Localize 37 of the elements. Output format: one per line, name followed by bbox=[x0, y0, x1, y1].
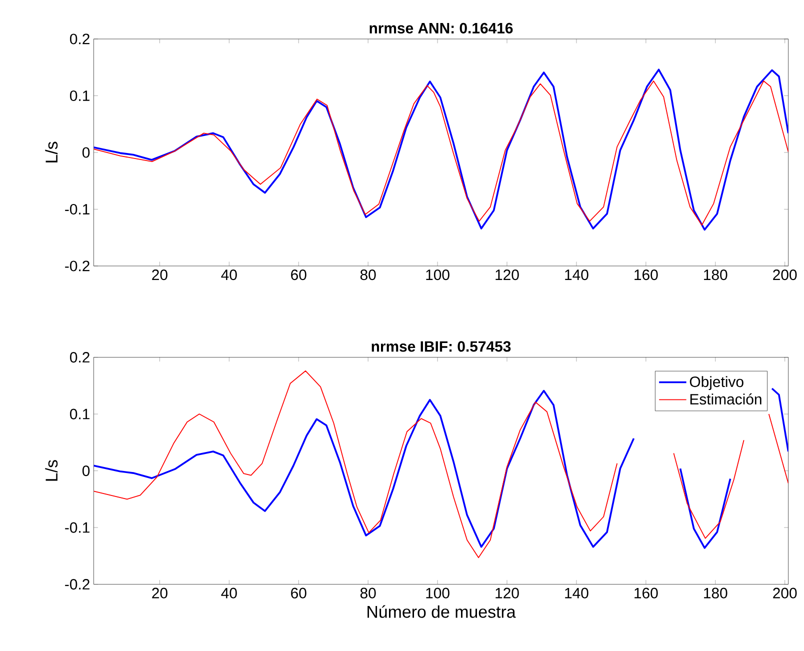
x-tick-label: 40 bbox=[221, 270, 237, 280]
y-tick-label: -0.1 bbox=[65, 204, 90, 215]
x-tick-label: 120 bbox=[496, 270, 519, 280]
y-tick-label: -0.1 bbox=[65, 522, 90, 533]
y-tick-label: 0 bbox=[82, 147, 90, 158]
chart-title: nrmse ANN: 0.16416 bbox=[370, 22, 513, 34]
x-tick-label: 60 bbox=[291, 270, 306, 280]
chart-title: nrmse IBIF: 0.57453 bbox=[372, 341, 511, 352]
y-axis-title: L/s bbox=[45, 460, 58, 481]
x-tick-label: 100 bbox=[426, 588, 450, 598]
x-axis-title: Número de muestra bbox=[368, 605, 516, 618]
x-tick-label: 20 bbox=[152, 270, 168, 280]
x-tick-label: 200 bbox=[773, 270, 797, 280]
legend-label: Estimación bbox=[690, 393, 762, 405]
legend-label: Objetivo bbox=[690, 376, 744, 390]
y-tick-label: 0.1 bbox=[70, 408, 90, 420]
y-tick-label: 0.2 bbox=[70, 352, 90, 363]
y-tick-label: -0.2 bbox=[65, 578, 90, 590]
x-tick-label: 140 bbox=[565, 270, 588, 280]
x-tick-label: 100 bbox=[426, 270, 450, 280]
y-tick-label: 0.2 bbox=[70, 34, 90, 44]
x-tick-label: 20 bbox=[152, 588, 168, 598]
x-tick-label: 160 bbox=[634, 588, 658, 598]
y-tick-label: 0 bbox=[82, 465, 90, 476]
x-tick-label: 60 bbox=[291, 588, 306, 598]
x-tick-label: 180 bbox=[704, 270, 728, 280]
y-tick-label: -0.2 bbox=[65, 260, 90, 272]
y-tick-label: 0.1 bbox=[70, 90, 90, 102]
x-tick-label: 180 bbox=[704, 588, 728, 598]
x-tick-label: 160 bbox=[634, 270, 658, 280]
x-tick-label: 40 bbox=[221, 588, 237, 598]
x-tick-label: 80 bbox=[360, 588, 376, 598]
x-tick-label: 80 bbox=[360, 270, 376, 280]
x-tick-label: 200 bbox=[773, 588, 797, 598]
y-axis-title: L/s bbox=[45, 142, 58, 162]
x-tick-label: 120 bbox=[496, 588, 519, 598]
x-tick-label: 140 bbox=[565, 588, 588, 598]
